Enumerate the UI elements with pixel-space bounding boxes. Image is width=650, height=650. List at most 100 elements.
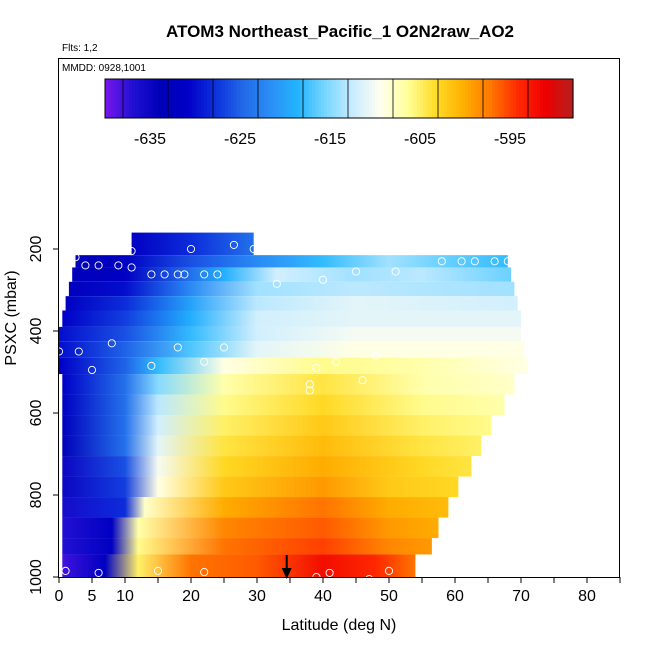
x-tick-label: 80 <box>578 588 596 605</box>
sample-point <box>87 365 97 375</box>
x-tick-label: 50 <box>380 588 398 605</box>
colorbar-cell <box>498 79 502 118</box>
sample-point <box>325 568 334 577</box>
heatmap-layer <box>62 554 416 577</box>
colorbar-cell <box>171 79 175 118</box>
colorbar-cell <box>123 79 127 118</box>
colorbar-cell <box>522 79 526 118</box>
colorbar-cell <box>432 79 436 118</box>
sample-point <box>81 261 90 270</box>
colorbar-cell <box>273 79 277 118</box>
colorbar-cell <box>288 79 292 118</box>
arrow-head <box>281 568 292 579</box>
colorbar-cell <box>372 79 376 118</box>
colorbar-cell <box>474 79 478 118</box>
y-tick-label: 600 <box>28 400 45 427</box>
colorbar-cell <box>132 79 136 118</box>
colorbar-cell <box>459 79 463 118</box>
colorbar-cell <box>429 79 433 118</box>
colorbar-cell <box>321 79 325 118</box>
colorbar-cell <box>327 79 331 118</box>
colorbar-cell <box>222 79 226 118</box>
colorbar-cell <box>303 79 307 118</box>
x-axis: 0 5 10 20 30 40 50 60 70 80 <box>55 577 621 605</box>
colorbar-cell <box>540 79 544 118</box>
colorbar-tick-label: -615 <box>314 131 346 148</box>
sample-point <box>200 270 209 279</box>
colorbar-cell <box>561 79 565 118</box>
colorbar-cell <box>333 79 337 118</box>
colorbar-cell <box>156 79 160 118</box>
colorbar-cell <box>309 79 313 118</box>
colorbar-cell <box>201 79 205 118</box>
colorbar-cell <box>411 79 415 118</box>
colorbar-cell <box>141 79 145 118</box>
sample-point <box>114 261 123 270</box>
colorbar-cell <box>270 79 274 118</box>
colorbar-cell <box>183 79 187 118</box>
colorbar-cell <box>279 79 283 118</box>
sample-point <box>437 257 446 266</box>
sample-point <box>391 267 400 276</box>
colorbar-cell <box>387 79 391 118</box>
colorbar-cell <box>435 79 439 118</box>
y-axis-label: PSXC (mbar) <box>3 270 20 365</box>
colorbar-cell <box>264 79 268 118</box>
colorbar-cell <box>336 79 340 118</box>
x-tick-label: 10 <box>116 588 134 605</box>
colorbar-cell <box>150 79 154 118</box>
sample-point <box>213 270 222 279</box>
x-tick-label: 0 <box>55 588 64 605</box>
colorbar-cell <box>276 79 280 118</box>
colorbar-cell <box>108 79 112 118</box>
colorbar-cell <box>186 79 190 118</box>
colorbar-cell <box>174 79 178 118</box>
colorbar-tick-label: -625 <box>224 131 256 148</box>
x-tick-label: 70 <box>512 588 530 605</box>
colorbar-cell <box>243 79 247 118</box>
x-axis-label: Latitude (deg N) <box>282 617 397 634</box>
colorbar-cell <box>396 79 400 118</box>
x-tick-label: 20 <box>182 588 200 605</box>
colorbar-cell <box>456 79 460 118</box>
colorbar-cell <box>489 79 493 118</box>
colorbar-cell <box>195 79 199 118</box>
sample-point <box>200 357 209 366</box>
colorbar-cell <box>543 79 547 118</box>
colorbar-frame <box>104 78 574 119</box>
sample-point <box>173 270 182 279</box>
colorbar-cell <box>138 79 142 118</box>
sample-point <box>229 240 238 249</box>
colorbar-cell <box>402 79 406 118</box>
colorbar-cell <box>414 79 418 118</box>
colorbar-cell <box>462 79 466 118</box>
colorbar-cell <box>348 79 352 118</box>
sample-point <box>180 270 189 279</box>
colorbar-cell <box>345 79 349 118</box>
colorbar-cell <box>114 79 118 118</box>
colorbar-cell <box>300 79 304 118</box>
heatmap-layer <box>68 281 515 297</box>
colorbar-cell <box>219 79 223 118</box>
colorbar-cell <box>120 79 124 118</box>
sample-point <box>470 257 479 266</box>
colorbar-cell <box>129 79 133 118</box>
y-tick-label: 400 <box>28 318 45 345</box>
sample-point <box>503 257 512 266</box>
colorbar-cell <box>315 79 319 118</box>
plot-frame <box>58 58 620 578</box>
colorbar-cell <box>501 79 505 118</box>
colorbar-cell <box>417 79 421 118</box>
colorbar-cell <box>198 79 202 118</box>
colorbar-cell <box>165 79 169 118</box>
colorbar-cell <box>465 79 469 118</box>
colorbar-cell <box>330 79 334 118</box>
colorbar-cell <box>135 79 139 118</box>
colorbar-cell <box>531 79 535 118</box>
colorbar-cell <box>471 79 475 118</box>
colorbar-cell <box>507 79 511 118</box>
colorbar-cell <box>246 79 250 118</box>
colorbar-cell <box>546 79 550 118</box>
sample-point <box>153 566 163 575</box>
colorbar-cell <box>405 79 409 118</box>
